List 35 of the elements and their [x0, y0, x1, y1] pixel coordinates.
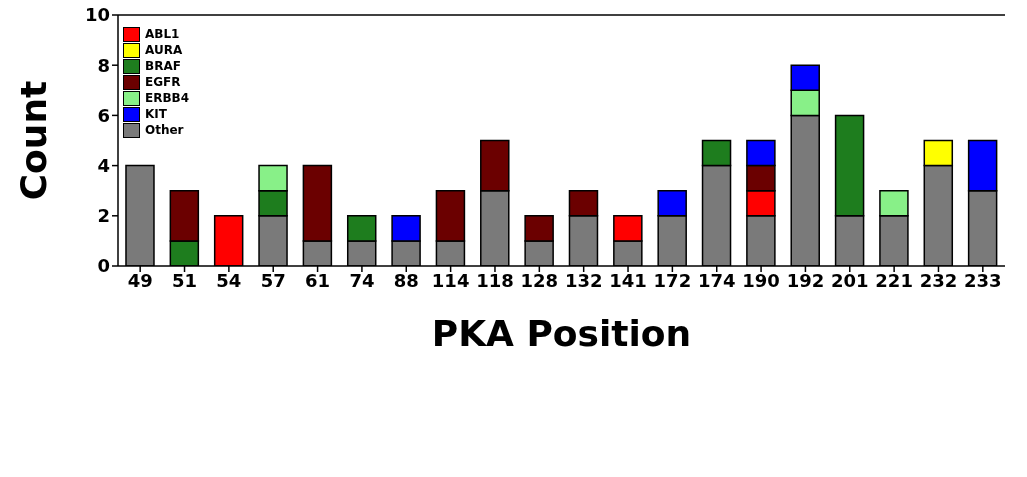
- x-tick-label: 88: [393, 269, 419, 291]
- x-tick-label: 118: [476, 269, 514, 291]
- x-tick-label: 128: [520, 269, 559, 291]
- x-tick-label: 192: [786, 269, 825, 291]
- y-tick-label: 0: [97, 255, 110, 277]
- x-tick-label: 57: [260, 269, 286, 291]
- x-axis-title: PKA Position: [431, 313, 692, 354]
- legend-label: Other: [145, 123, 184, 137]
- x-tick-label: 74: [349, 269, 375, 291]
- y-tick-label: 10: [84, 4, 110, 26]
- x-tick-label: 141: [609, 269, 647, 291]
- y-tick-label: 8: [97, 54, 110, 76]
- x-tick-label: 114: [431, 269, 470, 291]
- y-tick-label: 4: [97, 154, 110, 176]
- legend-label: EGFR: [145, 75, 181, 89]
- legend-label: KIT: [145, 107, 167, 121]
- x-tick-label: 61: [305, 269, 331, 291]
- x-tick-label: 132: [564, 269, 603, 291]
- legend-label: ERBB4: [145, 91, 190, 105]
- y-tick-label: 6: [97, 104, 110, 126]
- x-tick-label: 172: [653, 269, 692, 291]
- legend-label: ABL1: [145, 27, 180, 41]
- x-tick-label: 233: [964, 269, 1002, 291]
- y-tick-label: 2: [97, 205, 110, 227]
- x-tick-label: 54: [216, 269, 242, 291]
- x-tick-label: 232: [919, 269, 958, 291]
- x-tick-label: 190: [742, 269, 780, 291]
- legend-label: BRAF: [145, 59, 181, 73]
- x-tick-label: 201: [830, 269, 869, 291]
- x-tick-label: 221: [875, 269, 913, 291]
- x-tick-label: 174: [697, 269, 736, 291]
- x-tick-label: 51: [171, 269, 198, 291]
- x-tick-label: 49: [127, 269, 153, 291]
- legend-label: AURA: [145, 43, 183, 57]
- y-axis-title: Count: [12, 80, 54, 201]
